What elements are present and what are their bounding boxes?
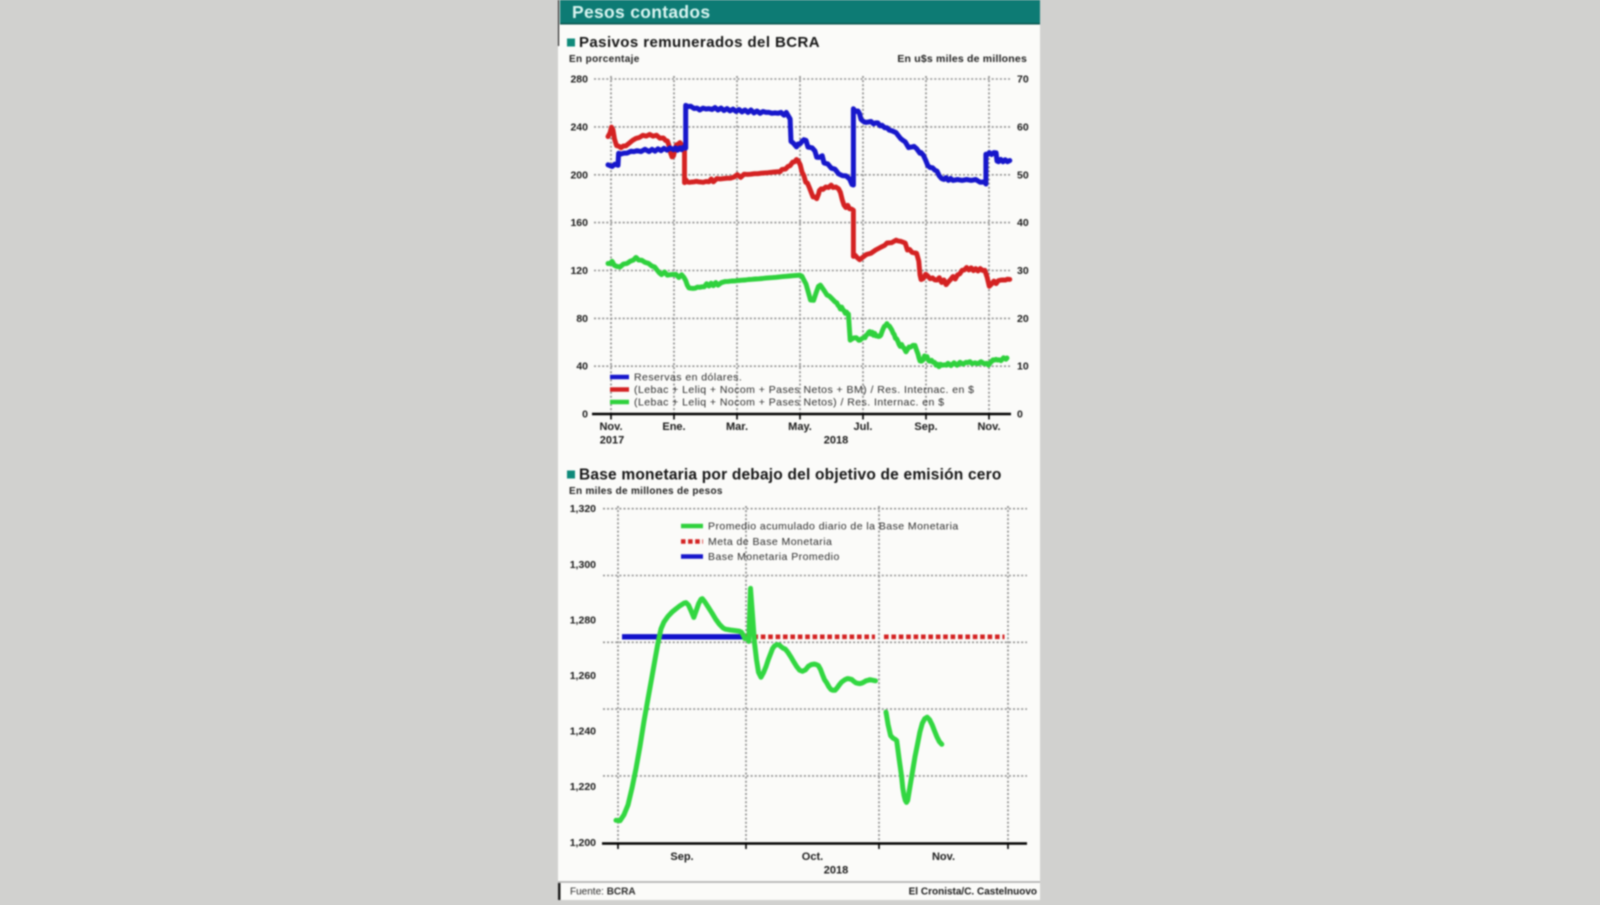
- svg-text:2017: 2017: [600, 435, 624, 447]
- svg-text:1,300: 1,300: [570, 559, 596, 571]
- svg-text:50: 50: [1017, 169, 1029, 181]
- svg-text:70: 70: [1017, 74, 1029, 86]
- svg-text:2018: 2018: [824, 865, 848, 877]
- svg-text:Ene.: Ene.: [662, 421, 685, 433]
- svg-text:Nov.: Nov.: [599, 421, 622, 433]
- svg-text:1,240: 1,240: [570, 726, 596, 738]
- svg-text:Oct.: Oct.: [802, 851, 823, 863]
- svg-text:1,280: 1,280: [570, 614, 596, 626]
- svg-text:0: 0: [582, 409, 588, 421]
- svg-text:En u$s miles de millones: En u$s miles de millones: [897, 53, 1027, 65]
- svg-text:Pesos contados: Pesos contados: [572, 2, 710, 22]
- svg-text:Meta de Base Monetaria: Meta de Base Monetaria: [708, 536, 832, 548]
- svg-text:Reservas en dólares.: Reservas en dólares.: [634, 372, 742, 384]
- svg-text:30: 30: [1017, 265, 1029, 277]
- svg-text:0: 0: [1017, 409, 1023, 421]
- svg-text:Sep.: Sep.: [670, 851, 693, 863]
- svg-text:1,320: 1,320: [570, 503, 596, 515]
- svg-text:Jul.: Jul.: [854, 421, 873, 433]
- svg-text:Mar.: Mar.: [726, 421, 748, 433]
- svg-text:Fuente: BCRA: Fuente: BCRA: [570, 887, 636, 898]
- svg-text:40: 40: [1017, 217, 1029, 229]
- svg-text:280: 280: [570, 74, 588, 86]
- svg-text:10: 10: [1017, 361, 1029, 373]
- svg-text:Base Monetaria Promedio: Base Monetaria Promedio: [708, 551, 840, 563]
- svg-text:200: 200: [570, 169, 588, 181]
- svg-text:El Cronista/C. Castelnuovo: El Cronista/C. Castelnuovo: [909, 887, 1037, 898]
- svg-text:1,200: 1,200: [570, 837, 596, 849]
- svg-text:240: 240: [570, 121, 588, 133]
- svg-text:May.: May.: [788, 421, 812, 433]
- svg-text:160: 160: [570, 217, 588, 229]
- svg-text:2018: 2018: [824, 435, 848, 447]
- svg-text:80: 80: [576, 313, 588, 325]
- svg-text:(Lebac + Leliq + Nocom + Pases: (Lebac + Leliq + Nocom + Pases Netos) / …: [634, 397, 945, 409]
- svg-text:120: 120: [570, 265, 588, 277]
- svg-text:1,220: 1,220: [570, 781, 596, 793]
- svg-text:Nov.: Nov.: [932, 851, 955, 863]
- svg-text:Base monetaria por debajo del: Base monetaria por debajo del objetivo d…: [579, 467, 1002, 484]
- svg-text:60: 60: [1017, 121, 1029, 133]
- svg-text:Promedio acumulado diario de l: Promedio acumulado diario de la Base Mon…: [708, 521, 959, 533]
- svg-text:40: 40: [576, 361, 588, 373]
- svg-text:Nov.: Nov.: [977, 421, 1000, 433]
- svg-text:Sep.: Sep.: [914, 421, 937, 433]
- svg-text:1,260: 1,260: [570, 670, 596, 682]
- svg-text:En miles de millones de pesos: En miles de millones de pesos: [569, 486, 723, 497]
- svg-text:20: 20: [1017, 313, 1029, 325]
- svg-text:En porcentaje: En porcentaje: [569, 54, 640, 65]
- svg-text:Pasivos remunerados del BCRA: Pasivos remunerados del BCRA: [579, 34, 820, 51]
- svg-text:(Lebac + Leliq + Nocom + Pases: (Lebac + Leliq + Nocom + Pases Netos + B…: [634, 384, 974, 396]
